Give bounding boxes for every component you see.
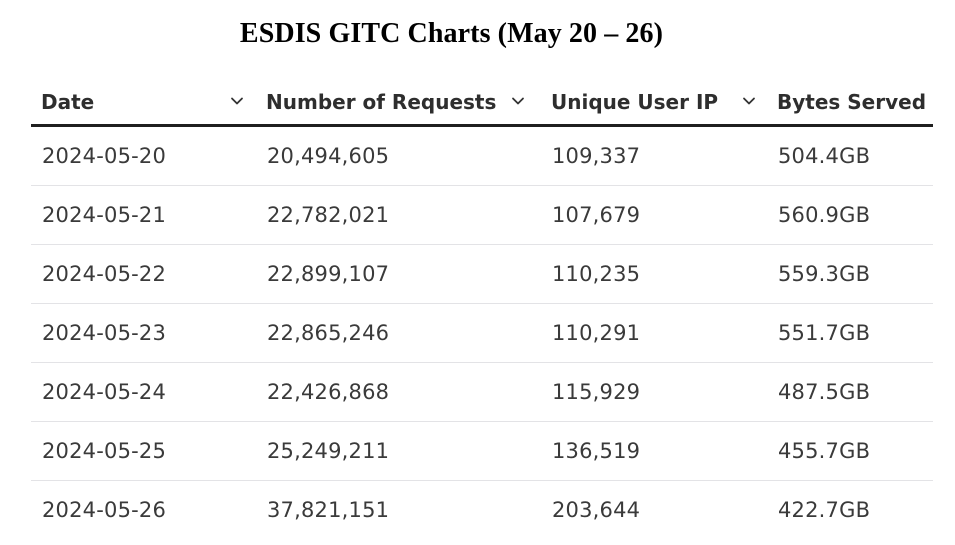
cell-unique-ip: 107,679 (552, 203, 641, 227)
data-table: Date Number of Requests Unique User IP B… (31, 80, 933, 539)
cell-unique-ip: 109,337 (552, 144, 641, 168)
cell-date: 2024-05-24 (42, 380, 167, 404)
cell-requests: 22,426,868 (267, 380, 390, 404)
cell-date: 2024-05-21 (42, 203, 167, 227)
cell-bytes-served: 560.9GB (778, 203, 871, 227)
table-row: 2024-05-23 22,865,246 110,291 551.7GB (31, 304, 933, 363)
table-row: 2024-05-24 22,426,868 115,929 487.5GB (31, 363, 933, 422)
table-row: 2024-05-25 25,249,211 136,519 455.7GB (31, 422, 933, 481)
cell-requests: 20,494,605 (267, 144, 390, 168)
cell-bytes-served: 487.5GB (778, 380, 871, 404)
column-header-label: Number of Requests (266, 90, 497, 114)
cell-date: 2024-05-20 (42, 144, 167, 168)
cell-requests: 22,899,107 (267, 262, 390, 286)
column-header-bytes-served[interactable]: Bytes Served (777, 80, 933, 124)
cell-requests: 22,782,021 (267, 203, 390, 227)
column-header-label: Bytes Served (777, 90, 927, 114)
column-header-unique-user-ip[interactable]: Unique User IP (551, 80, 761, 124)
page-title: ESDIS GITC Charts (May 20 – 26) (239, 18, 664, 49)
cell-requests: 37,821,151 (267, 498, 390, 522)
table-row: 2024-05-21 22,782,021 107,679 560.9GB (31, 186, 933, 245)
chevron-down-icon[interactable] (510, 93, 526, 109)
cell-unique-ip: 203,644 (552, 498, 641, 522)
cell-requests: 22,865,246 (267, 321, 390, 345)
cell-requests: 25,249,211 (267, 439, 390, 463)
table-row: 2024-05-22 22,899,107 110,235 559.3GB (31, 245, 933, 304)
chevron-down-icon[interactable] (741, 93, 757, 109)
cell-date: 2024-05-23 (42, 321, 167, 345)
table-header-row: Date Number of Requests Unique User IP B… (31, 80, 933, 127)
column-header-number-of-requests[interactable]: Number of Requests (266, 80, 536, 124)
cell-unique-ip: 115,929 (552, 380, 641, 404)
cell-date: 2024-05-22 (42, 262, 167, 286)
column-header-label: Date (41, 90, 95, 114)
cell-unique-ip: 136,519 (552, 439, 641, 463)
table-row: 2024-05-26 37,821,151 203,644 422.7GB (31, 481, 933, 539)
chevron-down-icon[interactable] (229, 93, 245, 109)
column-header-date[interactable]: Date (41, 80, 246, 124)
cell-date: 2024-05-25 (42, 439, 167, 463)
cell-bytes-served: 455.7GB (778, 439, 871, 463)
cell-bytes-served: 559.3GB (778, 262, 871, 286)
table-row: 2024-05-20 20,494,605 109,337 504.4GB (31, 127, 933, 186)
cell-unique-ip: 110,235 (552, 262, 641, 286)
cell-unique-ip: 110,291 (552, 321, 641, 345)
column-header-label: Unique User IP (551, 90, 719, 114)
cell-bytes-served: 422.7GB (778, 498, 871, 522)
cell-bytes-served: 504.4GB (778, 144, 871, 168)
cell-date: 2024-05-26 (42, 498, 167, 522)
cell-bytes-served: 551.7GB (778, 321, 871, 345)
